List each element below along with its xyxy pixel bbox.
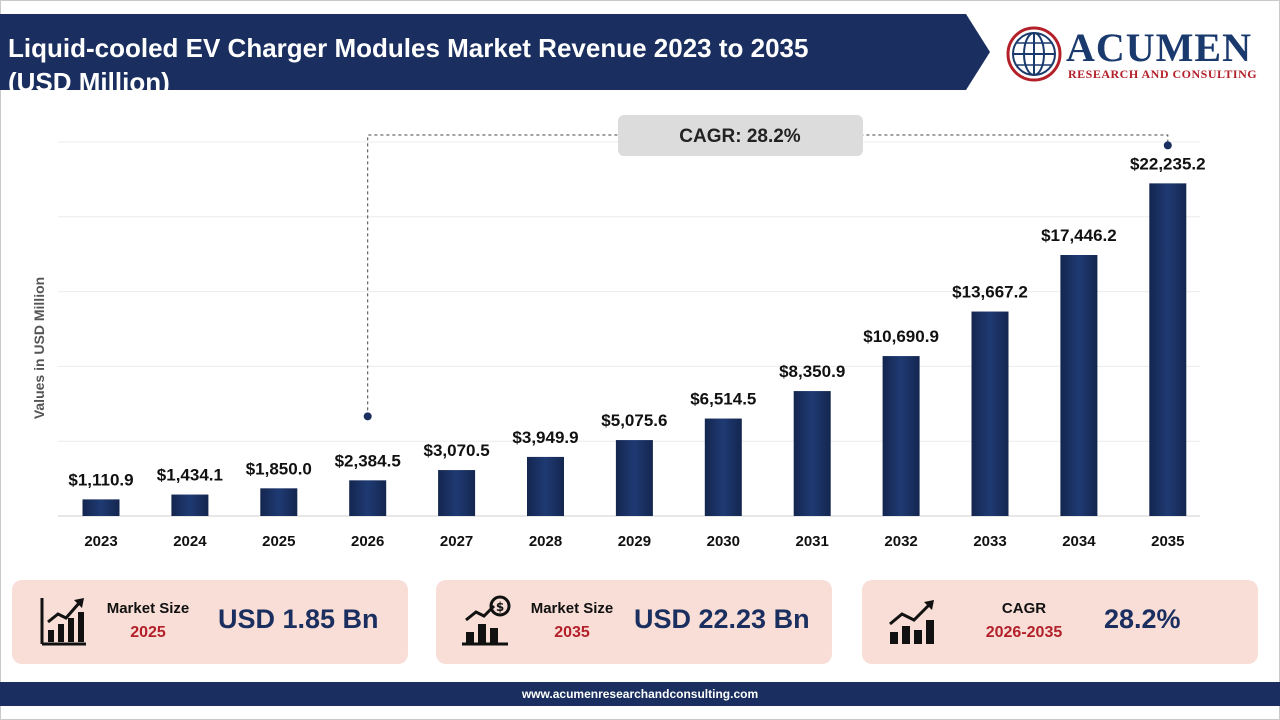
x-axis-tick-labels: 2023 2024 2025 2026 2027 2028 2029 2030 2031 2032…: [84, 533, 1184, 550]
bar: [527, 456, 564, 516]
bar-value-label: $13,667.2: [952, 283, 1028, 302]
bar-value-label: $5,075.6: [601, 411, 667, 430]
logo-tagline: RESEARCH AND CONSULTING: [1068, 67, 1258, 81]
company-logo: ACUMEN RESEARCH AND CONSULTING: [1004, 22, 1264, 86]
bar: [438, 470, 476, 516]
bar-value-label: $1,434.1: [157, 466, 223, 485]
globe-icon: [1006, 26, 1062, 82]
x-tick-label: 2023: [84, 533, 117, 550]
x-tick-label: 2024: [173, 533, 207, 550]
bar-value-label: $10,690.9: [863, 327, 939, 346]
cagr-start-marker: [363, 412, 372, 421]
bar-value-label: $1,850.0: [246, 459, 312, 478]
bar: [704, 418, 742, 516]
chart-title-line1: Liquid-cooled EV Charger Modules Market …: [8, 33, 809, 63]
bar-value-label: $17,446.2: [1041, 226, 1117, 245]
bar-value-label: $1,110.9: [68, 470, 133, 489]
card-label: Market Size: [530, 600, 614, 617]
bar-value-label: $8,350.9: [779, 362, 845, 381]
svg-text:$: $: [496, 600, 504, 614]
cagr-connector-line: [367, 134, 1169, 417]
logo-wordmark: ACUMEN: [1066, 25, 1252, 70]
bar: [971, 311, 1009, 516]
bar: [882, 356, 920, 516]
cagr-box: [618, 115, 863, 156]
x-tick-label: 2031: [796, 533, 829, 550]
bar: [260, 488, 298, 516]
x-tick-label: 2033: [973, 533, 1006, 550]
bar: [615, 440, 653, 516]
x-tick-label: 2025: [262, 533, 295, 550]
card-year: 2026-2035: [985, 624, 1063, 641]
x-tick-label: 2030: [707, 533, 740, 550]
bar: [1149, 183, 1187, 517]
y-axis-label: Values in USD Million: [31, 277, 47, 419]
bar: [171, 494, 209, 516]
bar-value-label: $22,235.2: [1130, 154, 1206, 173]
chart-title: Liquid-cooled EV Charger Modules Market …: [8, 31, 968, 99]
card-value: 28.2%: [1104, 604, 1181, 634]
market-size-2025-card: Market Size 2025 USD 1.85 Bn: [12, 580, 408, 664]
card-year: 2035: [554, 624, 590, 641]
cagr-label: CAGR: 28.2%: [679, 126, 801, 147]
bar-value-label: $2,384.5: [335, 451, 401, 470]
x-tick-label: 2035: [1151, 533, 1184, 550]
title-banner: Liquid-cooled EV Charger Modules Market …: [0, 14, 990, 97]
chart-title-line2: (USD Million): [8, 67, 170, 97]
trend-up-chart-icon: [889, 600, 934, 644]
bar-value-label: $3,070.5: [424, 441, 490, 460]
card-label: CAGR: [1001, 600, 1047, 617]
x-tick-label: 2027: [440, 533, 473, 550]
card-label: Market Size: [106, 600, 190, 617]
title-banner-shape: [0, 14, 990, 90]
bar-value-label: $6,514.5: [690, 390, 756, 409]
card-year: 2025: [130, 624, 166, 641]
bar-value-label: $3,949.9: [512, 428, 578, 447]
market-size-2035-card: $ Market Size 2035 USD 22.23 Bn: [436, 580, 832, 664]
footer-website[interactable]: www.acumenresearchandconsulting.com: [0, 682, 1280, 706]
cagr-annotation: CAGR: 28.2%: [363, 115, 1172, 421]
cagr-end-marker: [1163, 141, 1172, 150]
x-tick-label: 2029: [618, 533, 651, 550]
chart-bars: [82, 183, 1187, 517]
bar: [793, 391, 831, 516]
x-tick-label: 2028: [529, 533, 562, 550]
card-value: USD 22.23 Bn: [634, 604, 810, 634]
x-tick-label: 2032: [884, 533, 917, 550]
card-value: USD 1.85 Bn: [218, 604, 379, 634]
bar-chart-growth-icon: [40, 598, 86, 646]
chart-value-labels: $1,110.9 $1,434.1 $1,850.0 $2,384.5 $3,070.5…: [68, 154, 1205, 489]
bar: [82, 499, 120, 516]
bar: [1060, 255, 1098, 516]
x-tick-label: 2026: [351, 533, 384, 550]
bar: [349, 480, 387, 516]
cagr-card: CAGR 2026-2035 28.2%: [862, 580, 1258, 664]
dollar-growth-chart-icon: $: [462, 595, 511, 646]
bar-chart: Values in USD Million CAGR: 28.2% $1,110…: [31, 115, 1206, 550]
x-tick-label: 2034: [1062, 533, 1096, 550]
